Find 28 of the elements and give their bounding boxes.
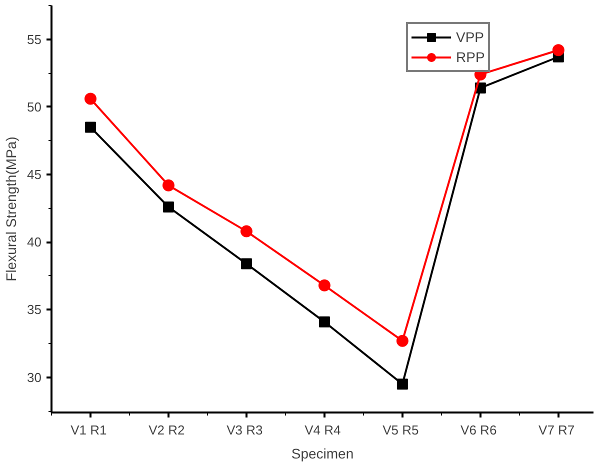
x-tick-label: V2 R2 [148,422,185,438]
x-axis-title: Specimen [291,446,354,462]
point [318,316,330,328]
point [162,179,174,192]
legend-label: RPP [456,49,485,65]
point [240,225,252,238]
y-tick-label: 55 [27,32,42,47]
point [84,92,96,105]
point [84,122,96,133]
x-tick-label: V4 R4 [304,422,341,438]
y-tick-label: 35 [27,302,42,318]
point [318,279,330,292]
y-tick-label: 45 [27,167,42,182]
x-tick-label: V7 R7 [538,422,575,438]
y-axis-title: Flexural Strength(MPa) [3,136,20,282]
point [162,201,174,212]
x-tick-label: V6 R6 [460,422,497,438]
y-tick-label: 30 [27,370,42,385]
point [396,334,408,347]
y-tick-label: 40 [27,234,42,250]
y-tick-label: 50 [27,99,42,114]
point [240,258,252,270]
legend-label: VPP [456,29,484,45]
x-tick-label: V5 R5 [382,422,419,438]
x-tick-label: V1 R1 [70,422,107,438]
point [552,44,564,56]
point [396,378,408,390]
x-tick-label: V3 R3 [226,422,263,438]
